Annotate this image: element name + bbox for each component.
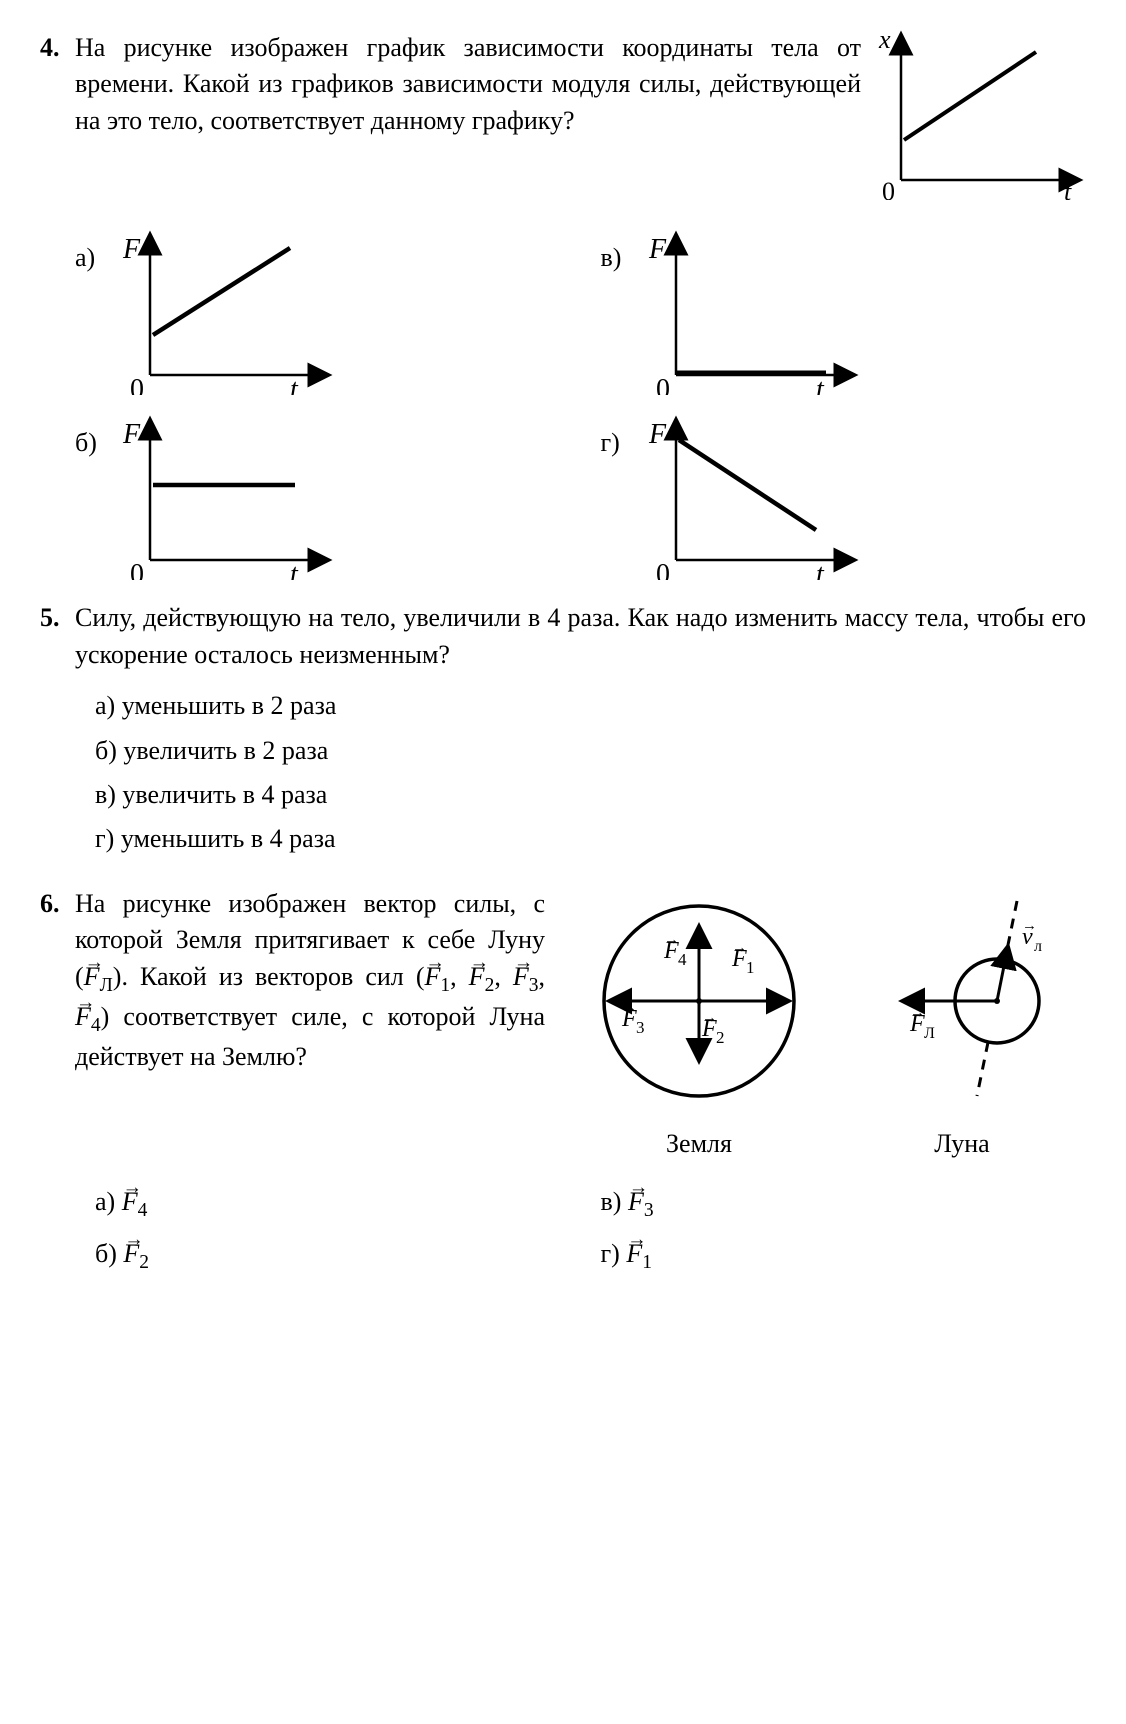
svg-text:F: F	[122, 234, 141, 265]
svg-text:→: →	[664, 932, 679, 948]
svg-text:→: →	[702, 1010, 717, 1026]
option-v: в) F t 0	[601, 230, 1087, 395]
option-v: в) F3	[601, 1184, 1087, 1224]
q6-options: а) F4 в) F3 б) F2 г) F1	[75, 1178, 1086, 1283]
q5-options: а) уменьшить в 2 раза б) увеличить в 2 р…	[75, 688, 1086, 858]
option-a: а) уменьшить в 2 раза	[95, 688, 1086, 724]
svg-text:0: 0	[656, 559, 670, 580]
problem-text: Силу, действующую на тело, увеличили в 4…	[75, 600, 1086, 673]
moon-svg: vл → FЛ →	[862, 896, 1062, 1106]
svg-text:F: F	[648, 419, 667, 450]
svg-text:F: F	[122, 419, 141, 450]
option-v-graph: F t 0	[641, 230, 861, 395]
y-axis-label: x	[878, 30, 891, 54]
q4-options: а) F t 0 в) F t 0	[75, 230, 1086, 580]
svg-text:F: F	[648, 234, 667, 265]
option-g: г) F t 0	[601, 415, 1087, 580]
option-a: а) F4	[95, 1184, 581, 1224]
svg-text:0: 0	[130, 559, 144, 580]
svg-text:t: t	[816, 374, 825, 395]
problem-6: 6. На рисунке изображен вектор силы, с к…	[40, 886, 1086, 1283]
problem-5: 5. Силу, действующую на тело, увеличили …	[40, 600, 1086, 865]
svg-text:→: →	[910, 1005, 925, 1021]
svg-text:4: 4	[678, 950, 687, 969]
problem-number: 6.	[40, 886, 75, 1283]
svg-text:л: л	[1034, 938, 1042, 955]
svg-text:1: 1	[746, 958, 755, 977]
x-axis-label: t	[1064, 177, 1072, 200]
moon-label: Луна	[862, 1126, 1062, 1162]
option-b: б) F t 0	[75, 415, 561, 580]
origin-label: 0	[882, 177, 895, 200]
option-g: г) F1	[601, 1236, 1087, 1276]
svg-text:→: →	[1022, 918, 1037, 934]
option-b-graph: F t 0	[115, 415, 335, 580]
graph-svg: x t 0	[876, 30, 1086, 200]
svg-text:t: t	[290, 559, 299, 580]
svg-text:→: →	[732, 940, 747, 956]
earth-label: Земля	[584, 1126, 814, 1162]
option-g: г) уменьшить в 4 раза	[95, 821, 1086, 857]
option-b: б) F2	[95, 1236, 581, 1276]
svg-text:t: t	[816, 559, 825, 580]
problem-text: На рисунке изображен вектор силы, с кото…	[75, 886, 560, 1076]
option-a: а) F t 0	[75, 230, 561, 395]
option-b: б) увеличить в 2 раза	[95, 733, 1086, 769]
q4-main-graph: x t 0	[876, 30, 1086, 210]
problem-4: 4. На рисунке изображен график зависимос…	[40, 30, 1086, 580]
svg-text:3: 3	[636, 1018, 645, 1037]
earth-svg: F1 → F2 → F3 → F4 →	[584, 896, 814, 1106]
svg-text:0: 0	[130, 374, 144, 395]
earth-figure: F1 → F2 → F3 → F4 → Земля	[584, 896, 814, 1163]
problem-number: 5.	[40, 600, 75, 865]
problem-text: На рисунке изображен график зависимости …	[75, 30, 876, 139]
moon-figure: vл → FЛ → Луна	[862, 896, 1062, 1163]
svg-text:2: 2	[716, 1028, 725, 1047]
option-a-graph: F t 0	[115, 230, 335, 395]
svg-text:t: t	[290, 374, 299, 395]
svg-text:0: 0	[656, 374, 670, 395]
problem-number: 4.	[40, 30, 75, 580]
option-g-graph: F t 0	[641, 415, 861, 580]
svg-text:Л: Л	[924, 1025, 935, 1042]
svg-text:→: →	[622, 1000, 637, 1016]
option-v: в) увеличить в 4 раза	[95, 777, 1086, 813]
